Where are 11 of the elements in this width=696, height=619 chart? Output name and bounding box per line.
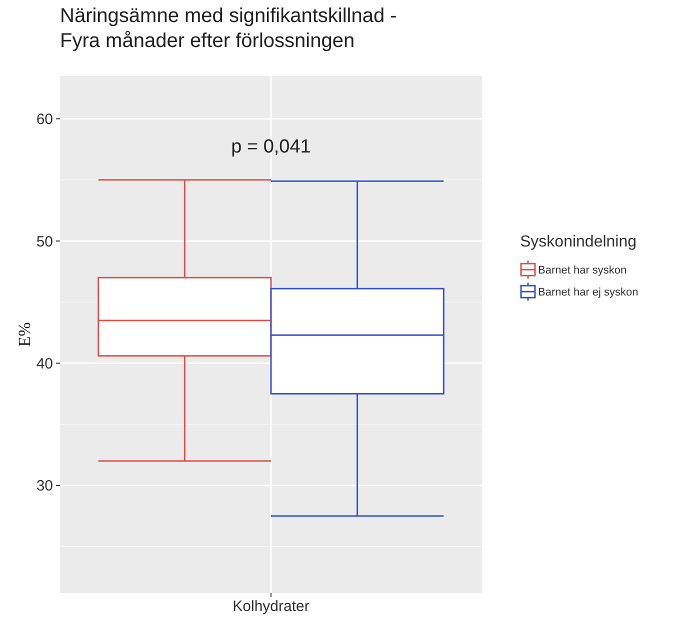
y-tick-label: 40 (36, 355, 53, 372)
legend-title: Syskonindelning (520, 234, 637, 251)
legend-label: Barnet har ej syskon (538, 286, 638, 298)
y-tick-label: 60 (36, 111, 53, 128)
chart-title: Näringsämne med signifikantskillnad - Fyra månader efter förlossningen (60, 5, 397, 52)
y-tick-label: 50 (36, 233, 53, 250)
x-tick-label: Kolhydrater (232, 598, 310, 615)
y-axis-title: E% (15, 322, 34, 347)
annotation: p = 0,041 (231, 136, 311, 158)
y-tick-label: 30 (36, 478, 53, 495)
legend-label: Barnet har syskon (538, 264, 627, 276)
